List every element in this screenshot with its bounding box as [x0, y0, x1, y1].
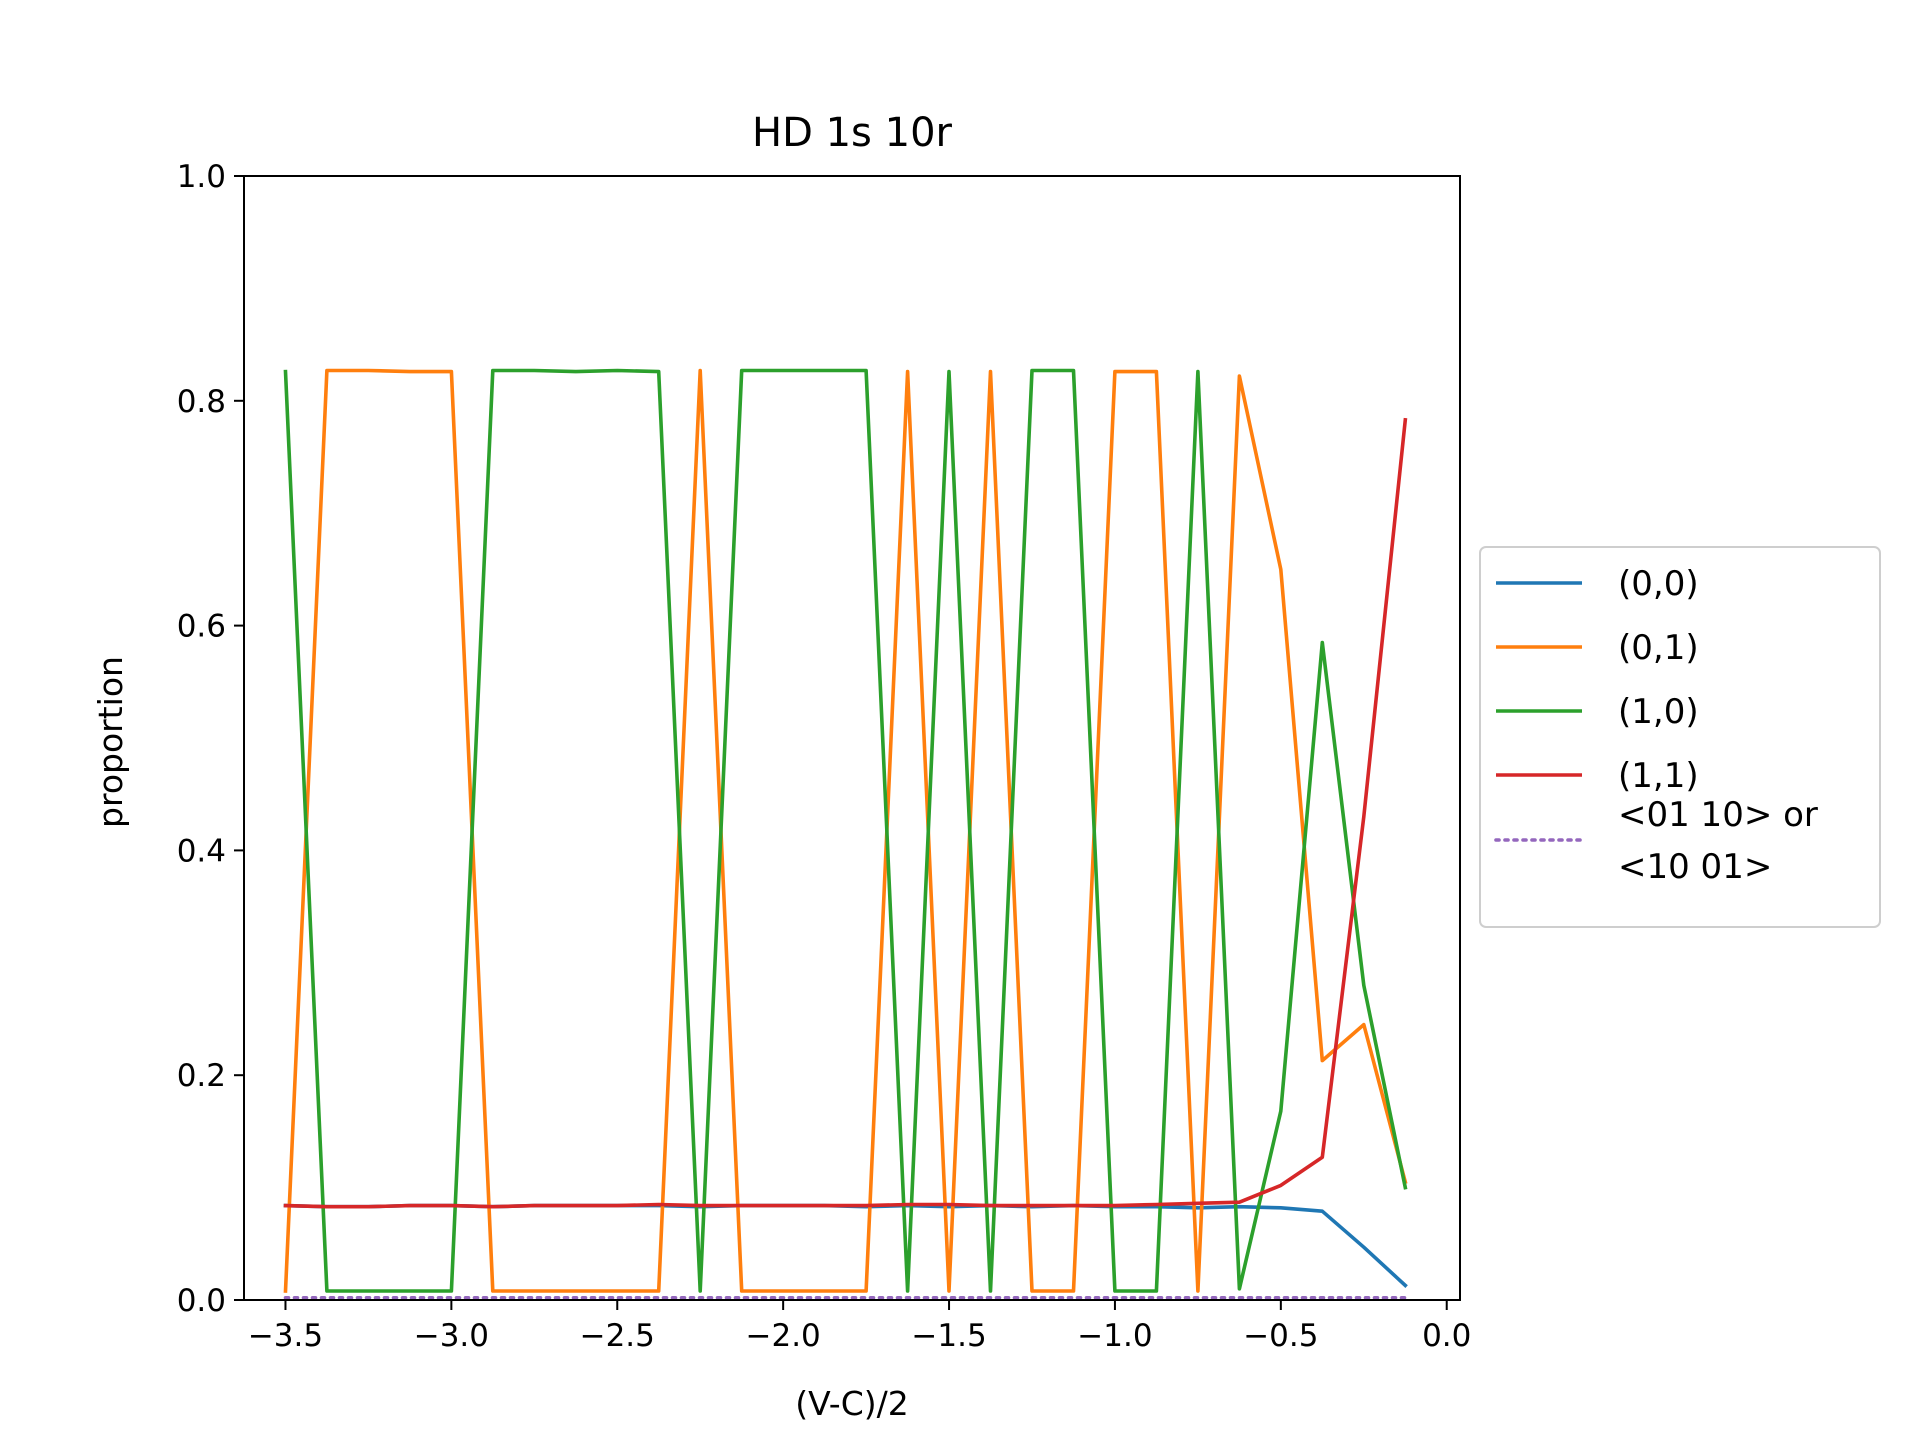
series-line-2	[283, 368, 1408, 1293]
legend-label: (1,0)	[1618, 692, 1699, 732]
legend-label: <01 10> or <10 01>	[1618, 795, 1818, 887]
x-tick-label: −2.0	[746, 1318, 821, 1354]
x-tick-label: −0.5	[1243, 1318, 1318, 1354]
plot-frame	[243, 175, 1461, 1301]
y-tick-label: 0.0	[177, 1283, 226, 1319]
y-tick-label: 0.4	[177, 833, 226, 869]
y-tick-label: 1.0	[177, 159, 226, 195]
x-axis-label: (V-C)/2	[795, 1384, 908, 1423]
chart-title: HD 1s 10r	[752, 110, 952, 156]
legend-label: (0,1)	[1618, 628, 1699, 668]
legend: (0,0) (0,1) (1,0) (1,1)<01 10> or <10 01>	[1479, 546, 1881, 928]
y-tick-label: 0.8	[177, 384, 226, 420]
x-tick-label: −1.0	[1077, 1318, 1152, 1354]
y-axis-label: proportion	[91, 656, 130, 828]
x-tick-label: −3.5	[248, 1318, 323, 1354]
x-tick-label: −3.0	[414, 1318, 489, 1354]
x-tick-label: 0.0	[1422, 1318, 1471, 1354]
x-tick-label: −1.5	[911, 1318, 986, 1354]
y-tick-label: 0.2	[177, 1058, 226, 1094]
legend-label: (1,1)	[1618, 756, 1699, 796]
legend-label: (0,0)	[1618, 564, 1699, 604]
series-line-3	[283, 417, 1408, 1209]
legend-box	[1479, 546, 1881, 928]
plot-area: −3.5 −3.0 −2.5 −2.0 −1.5 −1.0 −0.5 0.0 0.0 0.2 0.4…	[177, 159, 1472, 1354]
x-tick-label: −2.5	[580, 1318, 655, 1354]
y-tick-label: 0.6	[177, 609, 226, 645]
